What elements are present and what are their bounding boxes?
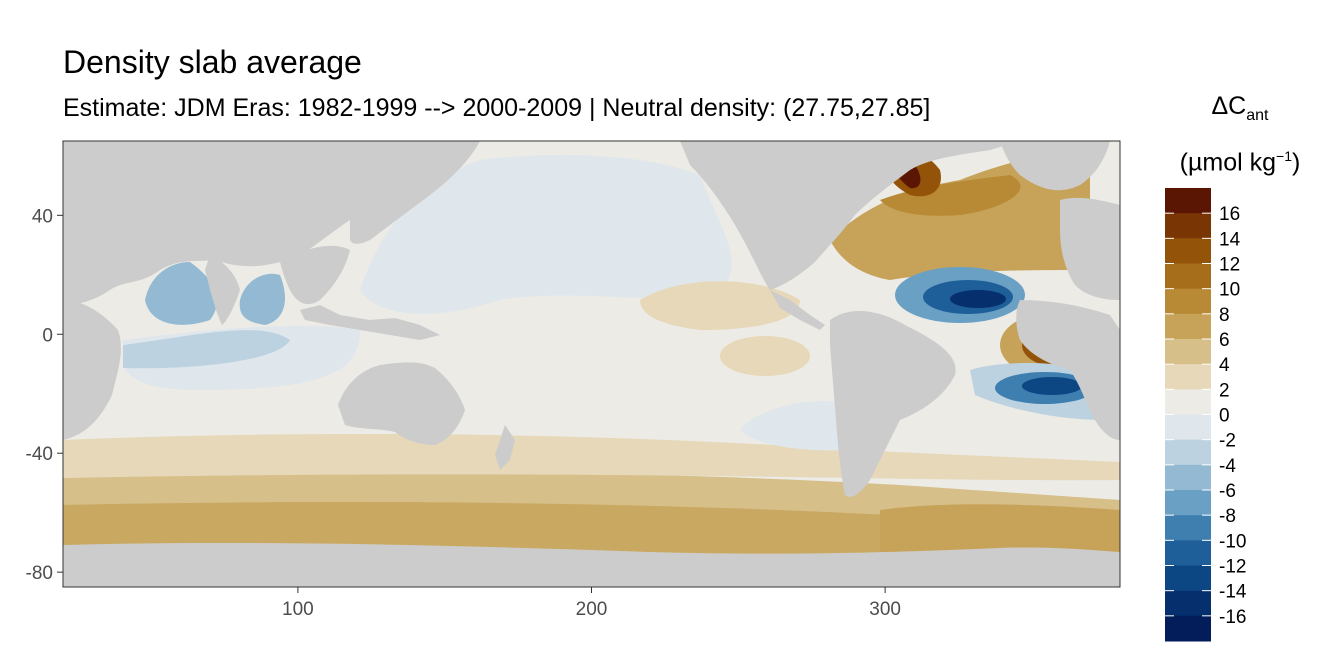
x-tick-label: 200	[576, 599, 608, 620]
land-india	[205, 255, 240, 325]
legend-label: -8	[1219, 506, 1236, 527]
y-tick-label: -80	[26, 563, 53, 584]
legend-title-symbol: ΔC	[1211, 92, 1247, 120]
land-southeast-asia	[280, 245, 350, 305]
legend-label: 2	[1219, 380, 1230, 401]
land-eurasia-africa-west	[63, 141, 440, 305]
legend-label: 8	[1219, 305, 1230, 326]
legend-label: 12	[1219, 255, 1240, 276]
land-north-america	[680, 141, 1020, 290]
land-new-zealand	[495, 425, 515, 470]
arabian-sea-negative-region	[145, 262, 218, 325]
legend-unit-exponent: −1	[1276, 148, 1292, 164]
legend-swatch	[1165, 515, 1211, 541]
legend-swatch	[1165, 464, 1211, 491]
land-greenland	[1000, 141, 1110, 191]
legend-swatch	[1165, 389, 1211, 415]
legend-swatch	[1165, 238, 1211, 264]
east-pacific-positive-core	[720, 336, 810, 376]
legend-swatch	[1165, 263, 1211, 290]
north-pacific-negative-region	[360, 155, 732, 314]
y-tick-label: -40	[26, 444, 53, 465]
legend-unit-prefix: (µmol kg	[1179, 148, 1277, 177]
legend-swatch	[1165, 213, 1211, 239]
legend-unit-suffix: )	[1292, 148, 1301, 177]
legend-label: -10	[1219, 531, 1246, 552]
land-africa-west	[1016, 300, 1120, 440]
legend-swatch	[1165, 565, 1211, 592]
south-atlantic-negative-core	[1022, 377, 1082, 395]
legend-swatch	[1165, 615, 1211, 642]
x-tick-label: 100	[282, 599, 314, 620]
legend-swatch	[1165, 439, 1211, 466]
legend-label: -2	[1219, 431, 1236, 452]
legend-swatch	[1165, 339, 1211, 365]
x-axis: 100 200 300	[282, 587, 901, 620]
land-east-africa-horn	[63, 300, 121, 440]
legend-label: 4	[1219, 355, 1230, 376]
legend-label: -12	[1219, 557, 1246, 578]
chart-title: Density slab average	[63, 44, 362, 80]
legend-swatch	[1165, 490, 1211, 516]
tropical-atlantic-negative-core	[950, 290, 1006, 308]
indian-ocean-negative-inner	[123, 330, 290, 369]
legend-label: -14	[1219, 582, 1247, 603]
land-south-america	[830, 310, 956, 497]
bay-of-bengal-negative-region	[239, 273, 285, 325]
land-central-america	[770, 290, 825, 330]
land-east-asia	[350, 141, 480, 244]
legend-swatch	[1165, 590, 1211, 617]
legend-title-subscript: ant	[1246, 107, 1269, 124]
legend-swatch	[1165, 540, 1211, 566]
east-pacific-positive-region	[640, 281, 800, 330]
weddell-positive-region	[880, 504, 1120, 560]
legend-label: 6	[1219, 330, 1230, 351]
legend-swatch	[1165, 288, 1211, 315]
legend-label: 16	[1219, 204, 1240, 225]
legend-label: -6	[1219, 481, 1236, 502]
legend-label: -4	[1219, 456, 1236, 477]
legend-label: -16	[1219, 607, 1246, 628]
legend: 16 14 12 10 8 6 4 2 0 -2 -4 -6 -8 -10 -12 -14 -16	[1165, 188, 1247, 642]
southeast-pacific-negative-region	[740, 401, 850, 451]
legend-title: ΔCant (µmol kg−1)	[1160, 86, 1320, 182]
x-tick-label: 300	[869, 599, 901, 620]
y-tick-label: 0	[42, 325, 53, 346]
legend-title-unit-line: (µmol kg−1)	[1160, 136, 1320, 182]
land-australia	[338, 362, 465, 445]
y-axis: 40 0 -40 -80	[26, 206, 63, 584]
land-masses	[63, 141, 1120, 587]
legend-swatch	[1165, 313, 1211, 340]
land-antarctica	[63, 542, 1120, 587]
legend-label: 14	[1219, 229, 1241, 250]
land-indonesia	[300, 305, 440, 340]
legend-swatch	[1165, 414, 1211, 441]
legend-swatch	[1165, 188, 1211, 214]
legend-label: 10	[1219, 280, 1240, 301]
legend-title-symbol-line: ΔCant	[1160, 86, 1320, 136]
map-panel	[63, 141, 1120, 587]
north-atlantic-positive-inner	[880, 175, 1021, 216]
chart-subtitle: Estimate: JDM Eras: 1982-1999 --> 2000-2…	[63, 94, 931, 122]
land-europe	[1060, 197, 1120, 300]
legend-swatch	[1165, 364, 1211, 390]
legend-label: 0	[1219, 406, 1230, 427]
y-tick-label: 40	[32, 206, 53, 227]
